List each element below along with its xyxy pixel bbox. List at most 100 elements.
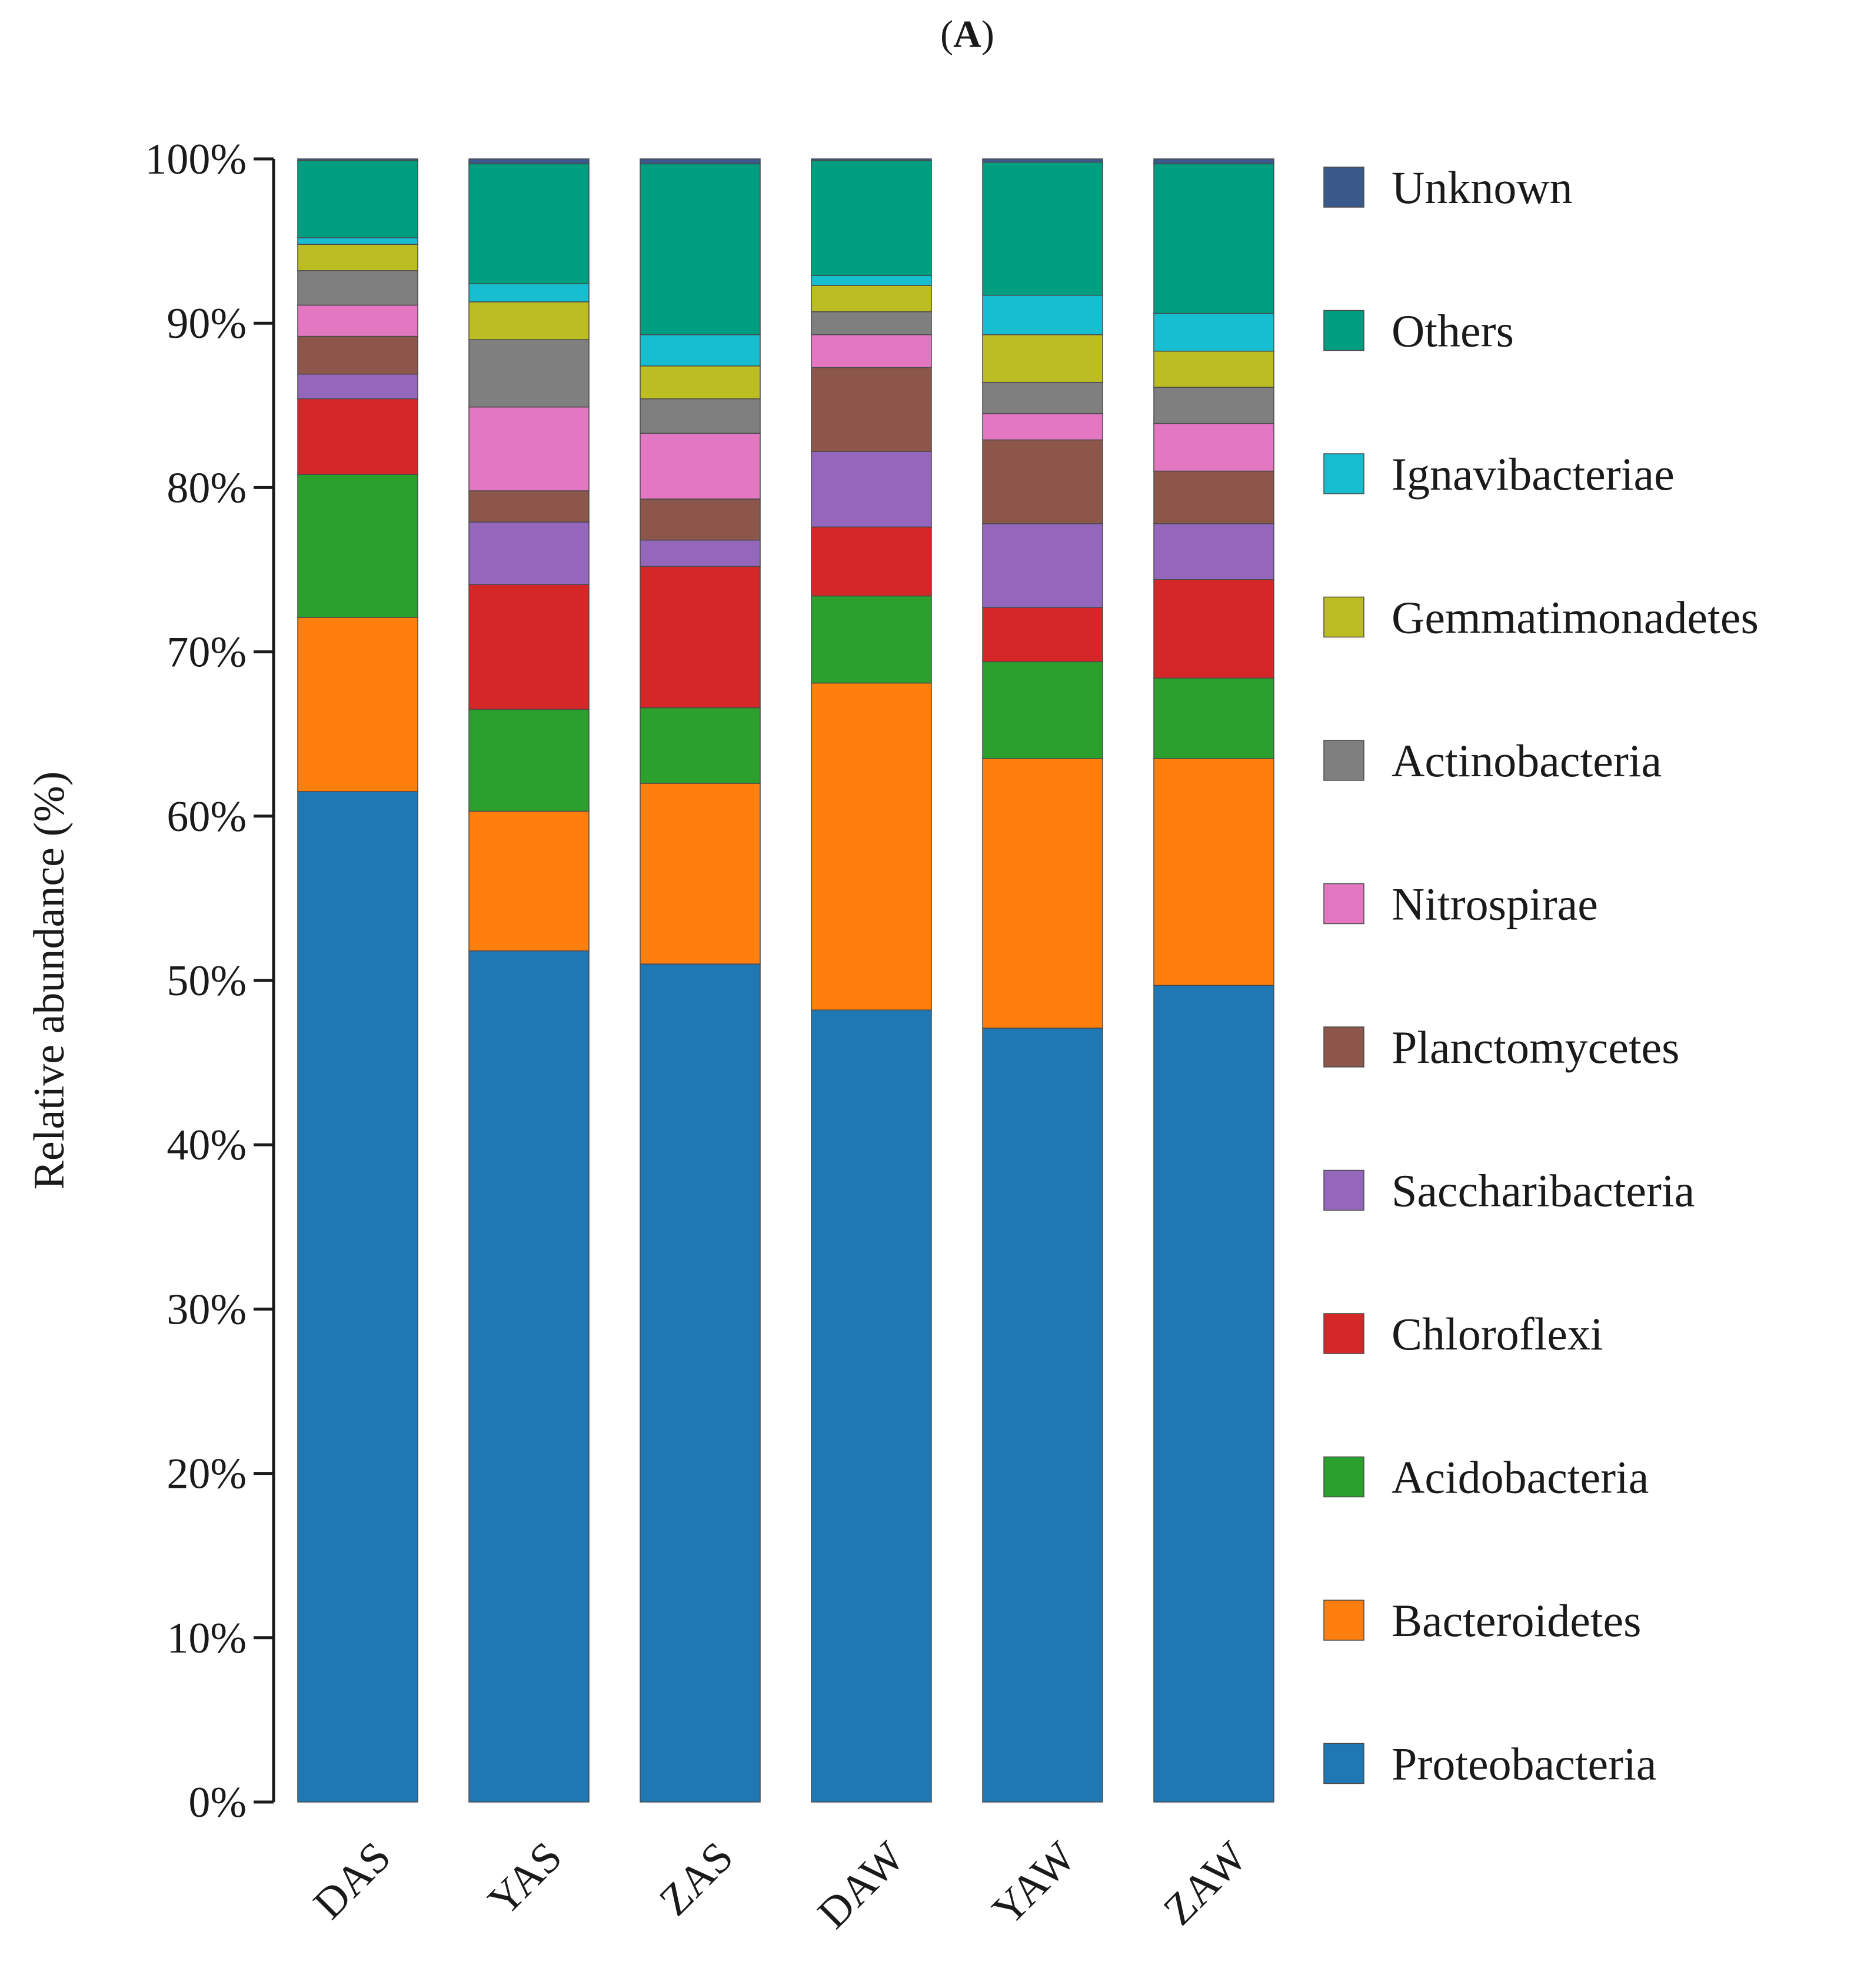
legend-label-planctomycetes: Planctomycetes: [1392, 1022, 1680, 1073]
legend-label-actinobacteria: Actinobacteria: [1392, 735, 1662, 786]
bar-segment-planctomycetes-yaw: [982, 439, 1103, 524]
bar-segment-gemmatimonadetes-yaw: [982, 334, 1103, 383]
bar-segment-actinobacteria-daw: [811, 311, 932, 335]
legend-swatch-actinobacteria: [1323, 740, 1364, 781]
bar-stack-daw: [811, 158, 932, 1803]
legend-label-acidobacteria: Acidobacteria: [1392, 1452, 1649, 1503]
bar-segment-saccharibacteria-das: [297, 374, 418, 400]
legend-label-others: Others: [1392, 305, 1514, 357]
y-tick-label: 70%: [167, 629, 247, 677]
bar-segment-saccharibacteria-zas: [640, 539, 761, 567]
bar-segment-bacteroidetes-das: [297, 617, 418, 792]
legend-swatch-planctomycetes: [1323, 1026, 1364, 1068]
legend-swatch-acidobacteria: [1323, 1456, 1364, 1498]
bar-segment-unknown-zas: [640, 158, 761, 165]
bar-segment-others-yas: [468, 163, 590, 284]
bar-segment-nitrospirae-das: [297, 304, 418, 337]
legend-label-ignavibacteriae: Ignavibacteriae: [1392, 448, 1675, 500]
bar-segment-proteobacteria-yaw: [982, 1028, 1103, 1803]
legend-label-chloroflexi: Chloroflexi: [1392, 1308, 1603, 1359]
bar-segment-ignavibacteriae-yas: [468, 283, 590, 302]
x-tick-label-yaw: YAW: [983, 1833, 1085, 1934]
legend-swatch-bacteroidetes: [1323, 1600, 1364, 1641]
bars-layer: [297, 158, 1274, 1803]
legend-label-nitrospirae: Nitrospirae: [1392, 879, 1598, 930]
bar-segment-nitrospirae-zas: [640, 433, 761, 500]
bar-segment-nitrospirae-yaw: [982, 413, 1103, 441]
bar-segment-acidobacteria-daw: [811, 595, 932, 684]
legend-label-gemmatimonadetes: Gemmatimonadetes: [1392, 592, 1759, 643]
y-tick-label: 0%: [188, 1778, 247, 1827]
bar-segment-chloroflexi-zaw: [1153, 579, 1274, 679]
bar-segment-acidobacteria-das: [297, 474, 418, 618]
bar-segment-bacteroidetes-zas: [640, 783, 761, 965]
bar-segment-ignavibacteriae-yaw: [982, 294, 1103, 335]
x-axis-labels: DAS YAS ZAS DAW YAW ZAW: [304, 1833, 1256, 1938]
bar-segment-bacteroidetes-zaw: [1153, 758, 1274, 986]
legend-swatch-saccharibacteria: [1323, 1169, 1364, 1211]
bar-segment-ignavibacteriae-zaw: [1153, 313, 1274, 352]
legend-item-others: Others: [1323, 305, 1514, 357]
legend-swatch-nitrospirae: [1323, 883, 1364, 925]
legend-swatch-gemmatimonadetes: [1323, 596, 1364, 638]
y-tick-label: 30%: [167, 1285, 247, 1334]
bar-segment-bacteroidetes-yaw: [982, 758, 1103, 1029]
legend-swatch-ignavibacteriae: [1323, 453, 1364, 494]
bar-segment-chloroflexi-yas: [468, 584, 590, 710]
bar-segment-acidobacteria-zas: [640, 707, 761, 784]
legend-swatch-proteobacteria: [1323, 1743, 1364, 1784]
legend-label-unknown: Unknown: [1392, 162, 1573, 213]
bar-segment-others-daw: [811, 160, 932, 276]
bar-segment-ignavibacteriae-daw: [811, 275, 932, 286]
bar-segment-saccharibacteria-yaw: [982, 523, 1103, 608]
legend-item-bacteroidetes: Bacteroidetes: [1323, 1595, 1641, 1646]
bar-segment-others-zaw: [1153, 163, 1274, 314]
bar-segment-chloroflexi-yaw: [982, 607, 1103, 663]
y-tick-label: 20%: [167, 1450, 247, 1498]
legend-swatch-unknown: [1323, 167, 1364, 208]
bar-segment-actinobacteria-yaw: [982, 381, 1103, 414]
bar-segment-gemmatimonadetes-daw: [811, 285, 932, 313]
legend-swatch-others: [1323, 310, 1364, 351]
bar-segment-saccharibacteria-zaw: [1153, 523, 1274, 580]
bar-segment-ignavibacteriae-das: [297, 237, 418, 245]
legend-item-chloroflexi: Chloroflexi: [1323, 1308, 1603, 1359]
bar-segment-others-yaw: [982, 161, 1103, 296]
x-tick-label-zaw: ZAW: [1154, 1833, 1256, 1934]
bar-segment-others-das: [297, 160, 418, 238]
x-tick-label-daw: DAW: [808, 1833, 914, 1938]
legend-item-saccharibacteria: Saccharibacteria: [1323, 1165, 1695, 1216]
legend-swatch-chloroflexi: [1323, 1313, 1364, 1354]
bar-segment-unknown-zaw: [1153, 158, 1274, 165]
y-tick-label: 50%: [167, 957, 247, 1005]
bar-segment-unknown-yaw: [982, 158, 1103, 163]
x-tick-label-zas: ZAS: [650, 1833, 743, 1925]
bar-segment-unknown-yas: [468, 158, 590, 165]
bar-segment-others-zas: [640, 163, 761, 335]
bar-segment-unknown-das: [297, 158, 418, 161]
bar-segment-actinobacteria-zas: [640, 398, 761, 434]
y-tick-label: 90%: [167, 300, 247, 348]
bar-segment-gemmatimonadetes-zas: [640, 365, 761, 400]
x-tick-label-das: DAS: [304, 1833, 400, 1929]
bar-segment-actinobacteria-das: [297, 270, 418, 306]
bar-segment-acidobacteria-yas: [468, 709, 590, 812]
bar-segment-saccharibacteria-yas: [468, 521, 590, 585]
legend-label-saccharibacteria: Saccharibacteria: [1392, 1165, 1695, 1216]
bar-segment-saccharibacteria-daw: [811, 451, 932, 528]
legend-item-planctomycetes: Planctomycetes: [1323, 1022, 1680, 1073]
bar-segment-nitrospirae-zaw: [1153, 423, 1274, 472]
bar-segment-planctomycetes-zas: [640, 498, 761, 541]
bar-segment-proteobacteria-das: [297, 791, 418, 1803]
y-tick-label: 80%: [167, 464, 247, 512]
bar-stack-zas: [640, 158, 761, 1803]
bar-segment-actinobacteria-zaw: [1153, 387, 1274, 424]
legend-item-actinobacteria: Actinobacteria: [1323, 735, 1662, 786]
legend-label-bacteroidetes: Bacteroidetes: [1392, 1595, 1641, 1646]
y-tick-label: 40%: [167, 1121, 247, 1169]
bar-segment-acidobacteria-zaw: [1153, 677, 1274, 759]
legend: Unknown Others Ignavibacteriae Gemmatimonad…: [1323, 162, 1759, 1790]
y-tick-label: 100%: [145, 135, 247, 184]
panel-label: (A): [940, 13, 994, 56]
